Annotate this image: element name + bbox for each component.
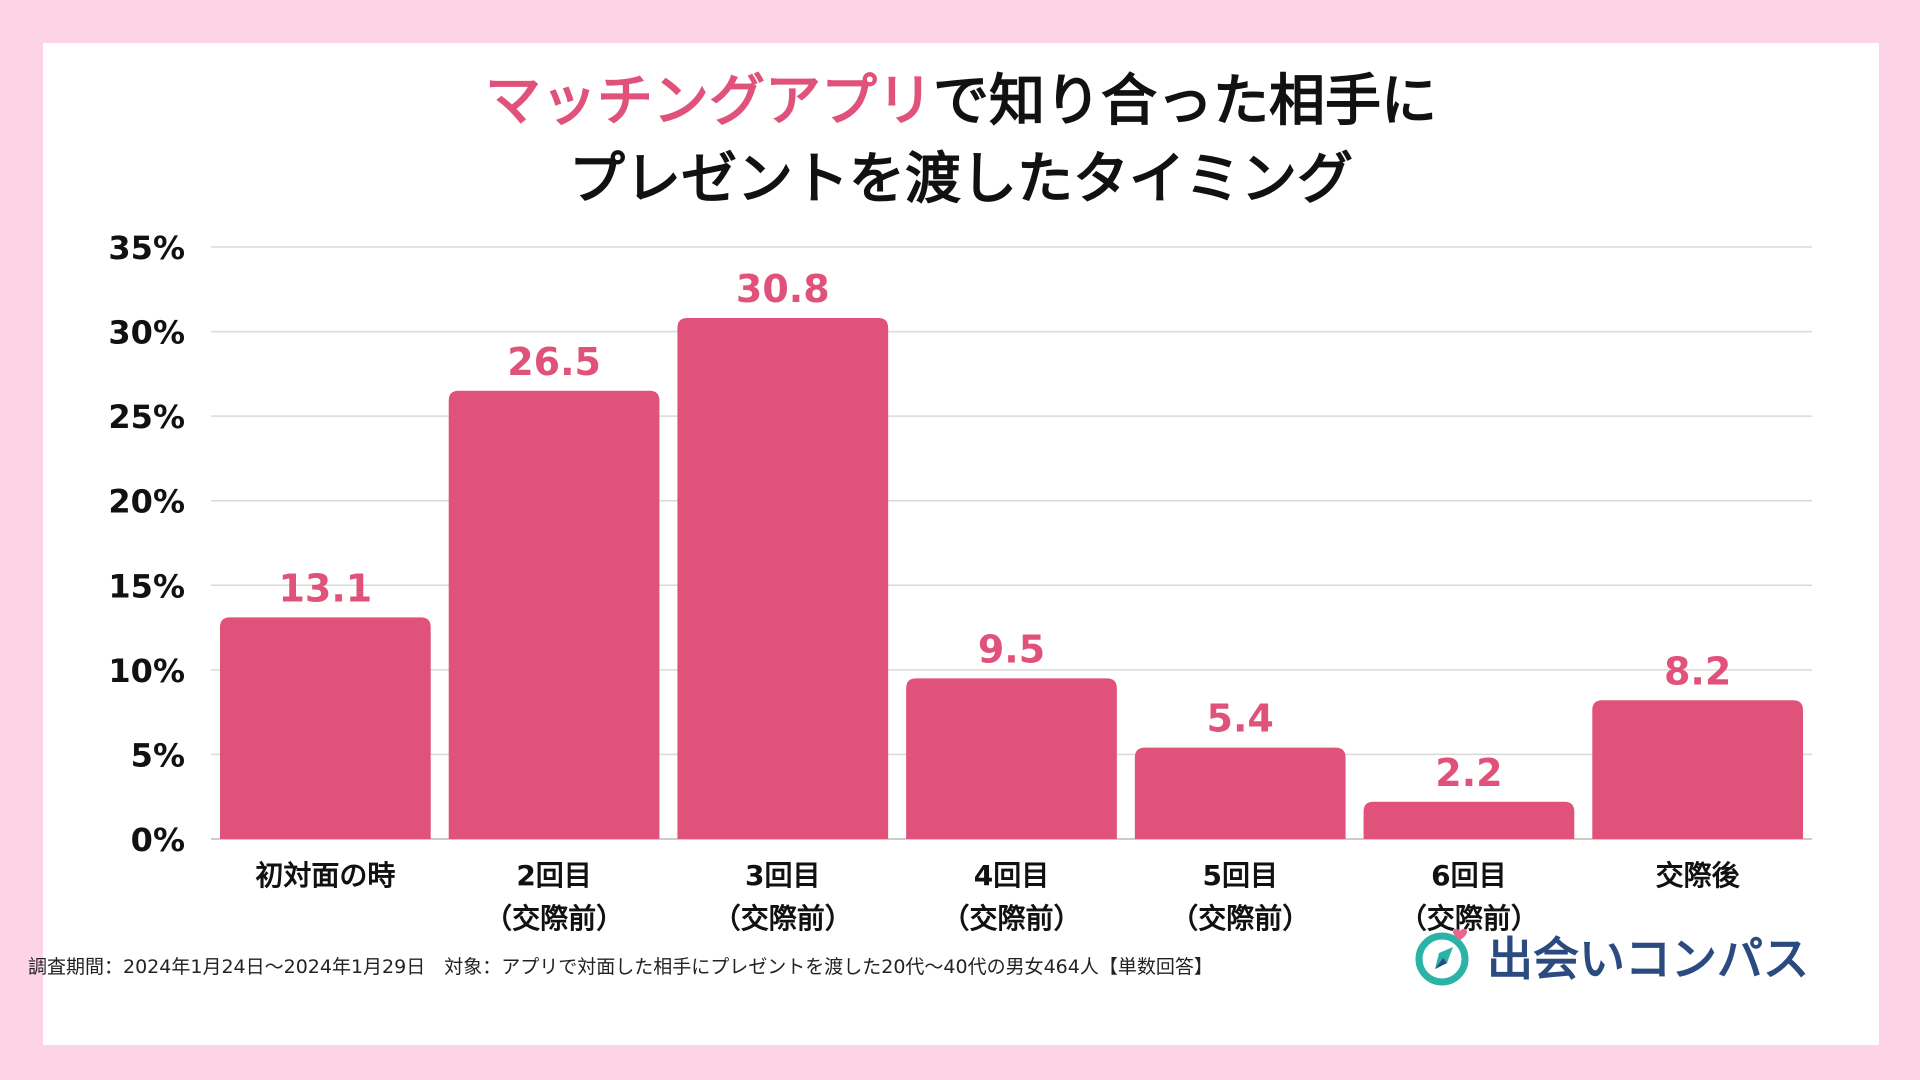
- bar: [448, 390, 660, 839]
- x-tick-label: （交際前）: [713, 902, 853, 935]
- y-tick-label: 25%: [108, 398, 185, 436]
- data-label: 5.4: [1207, 697, 1274, 741]
- x-tick-label: 3回目: [745, 859, 820, 892]
- x-tick-label: （交際前）: [941, 902, 1081, 935]
- chart-card: マッチングアプリで知り合った相手に プレゼントを渡したタイミング: [43, 43, 1879, 1045]
- x-tick-label: 交際後: [1656, 859, 1741, 892]
- survey-note: 調査期間：2024年1月24日〜2024年1月29日 対象：アプリで対面した相手…: [28, 956, 1213, 978]
- chart-title: マッチングアプリで知り合った相手に プレゼントを渡したタイミング: [43, 63, 1879, 219]
- data-label: 8.2: [1664, 649, 1731, 693]
- x-tick-label: （交際前）: [484, 902, 624, 935]
- x-tick-label: 5回目: [1202, 859, 1277, 892]
- y-tick-label: 15%: [108, 567, 185, 605]
- x-tick-label: （交際前）: [1399, 902, 1539, 935]
- bar: [677, 318, 889, 839]
- bar: [220, 617, 431, 839]
- title-accent: マッチングアプリ: [485, 69, 933, 134]
- y-tick-label: 30%: [108, 314, 185, 352]
- title-line-1-rest: で知り合った相手に: [933, 69, 1437, 134]
- bar: [1363, 801, 1575, 839]
- y-tick-label: 0%: [131, 821, 185, 859]
- y-tick-label: 20%: [108, 483, 185, 521]
- y-tick-label: 5%: [131, 736, 185, 774]
- bar: [906, 678, 1117, 839]
- x-tick-label: 2回目: [516, 859, 591, 892]
- y-tick-label: 35%: [108, 229, 185, 267]
- compass-heart-icon: [1415, 928, 1469, 986]
- data-label: 13.1: [278, 566, 372, 610]
- data-label: 2.2: [1435, 751, 1502, 795]
- x-tick-label: （交際前）: [1170, 902, 1310, 935]
- bar: [1592, 700, 1803, 839]
- logo-text: 出会いコンパス: [1487, 932, 1809, 986]
- data-label: 30.8: [736, 267, 830, 311]
- data-label: 26.5: [507, 340, 601, 384]
- x-tick-label: 6回目: [1431, 859, 1506, 892]
- x-tick-label: 4回目: [974, 859, 1049, 892]
- title-line-1: マッチングアプリで知り合った相手に: [43, 63, 1879, 141]
- data-label: 9.5: [978, 627, 1045, 671]
- x-tick-label: 初対面の時: [255, 859, 395, 892]
- brand-logo: 出会いコンパス: [1413, 923, 1809, 989]
- title-line-2: プレゼントを渡したタイミング: [569, 147, 1353, 212]
- bar: [1134, 747, 1346, 839]
- y-tick-label: 10%: [108, 652, 185, 690]
